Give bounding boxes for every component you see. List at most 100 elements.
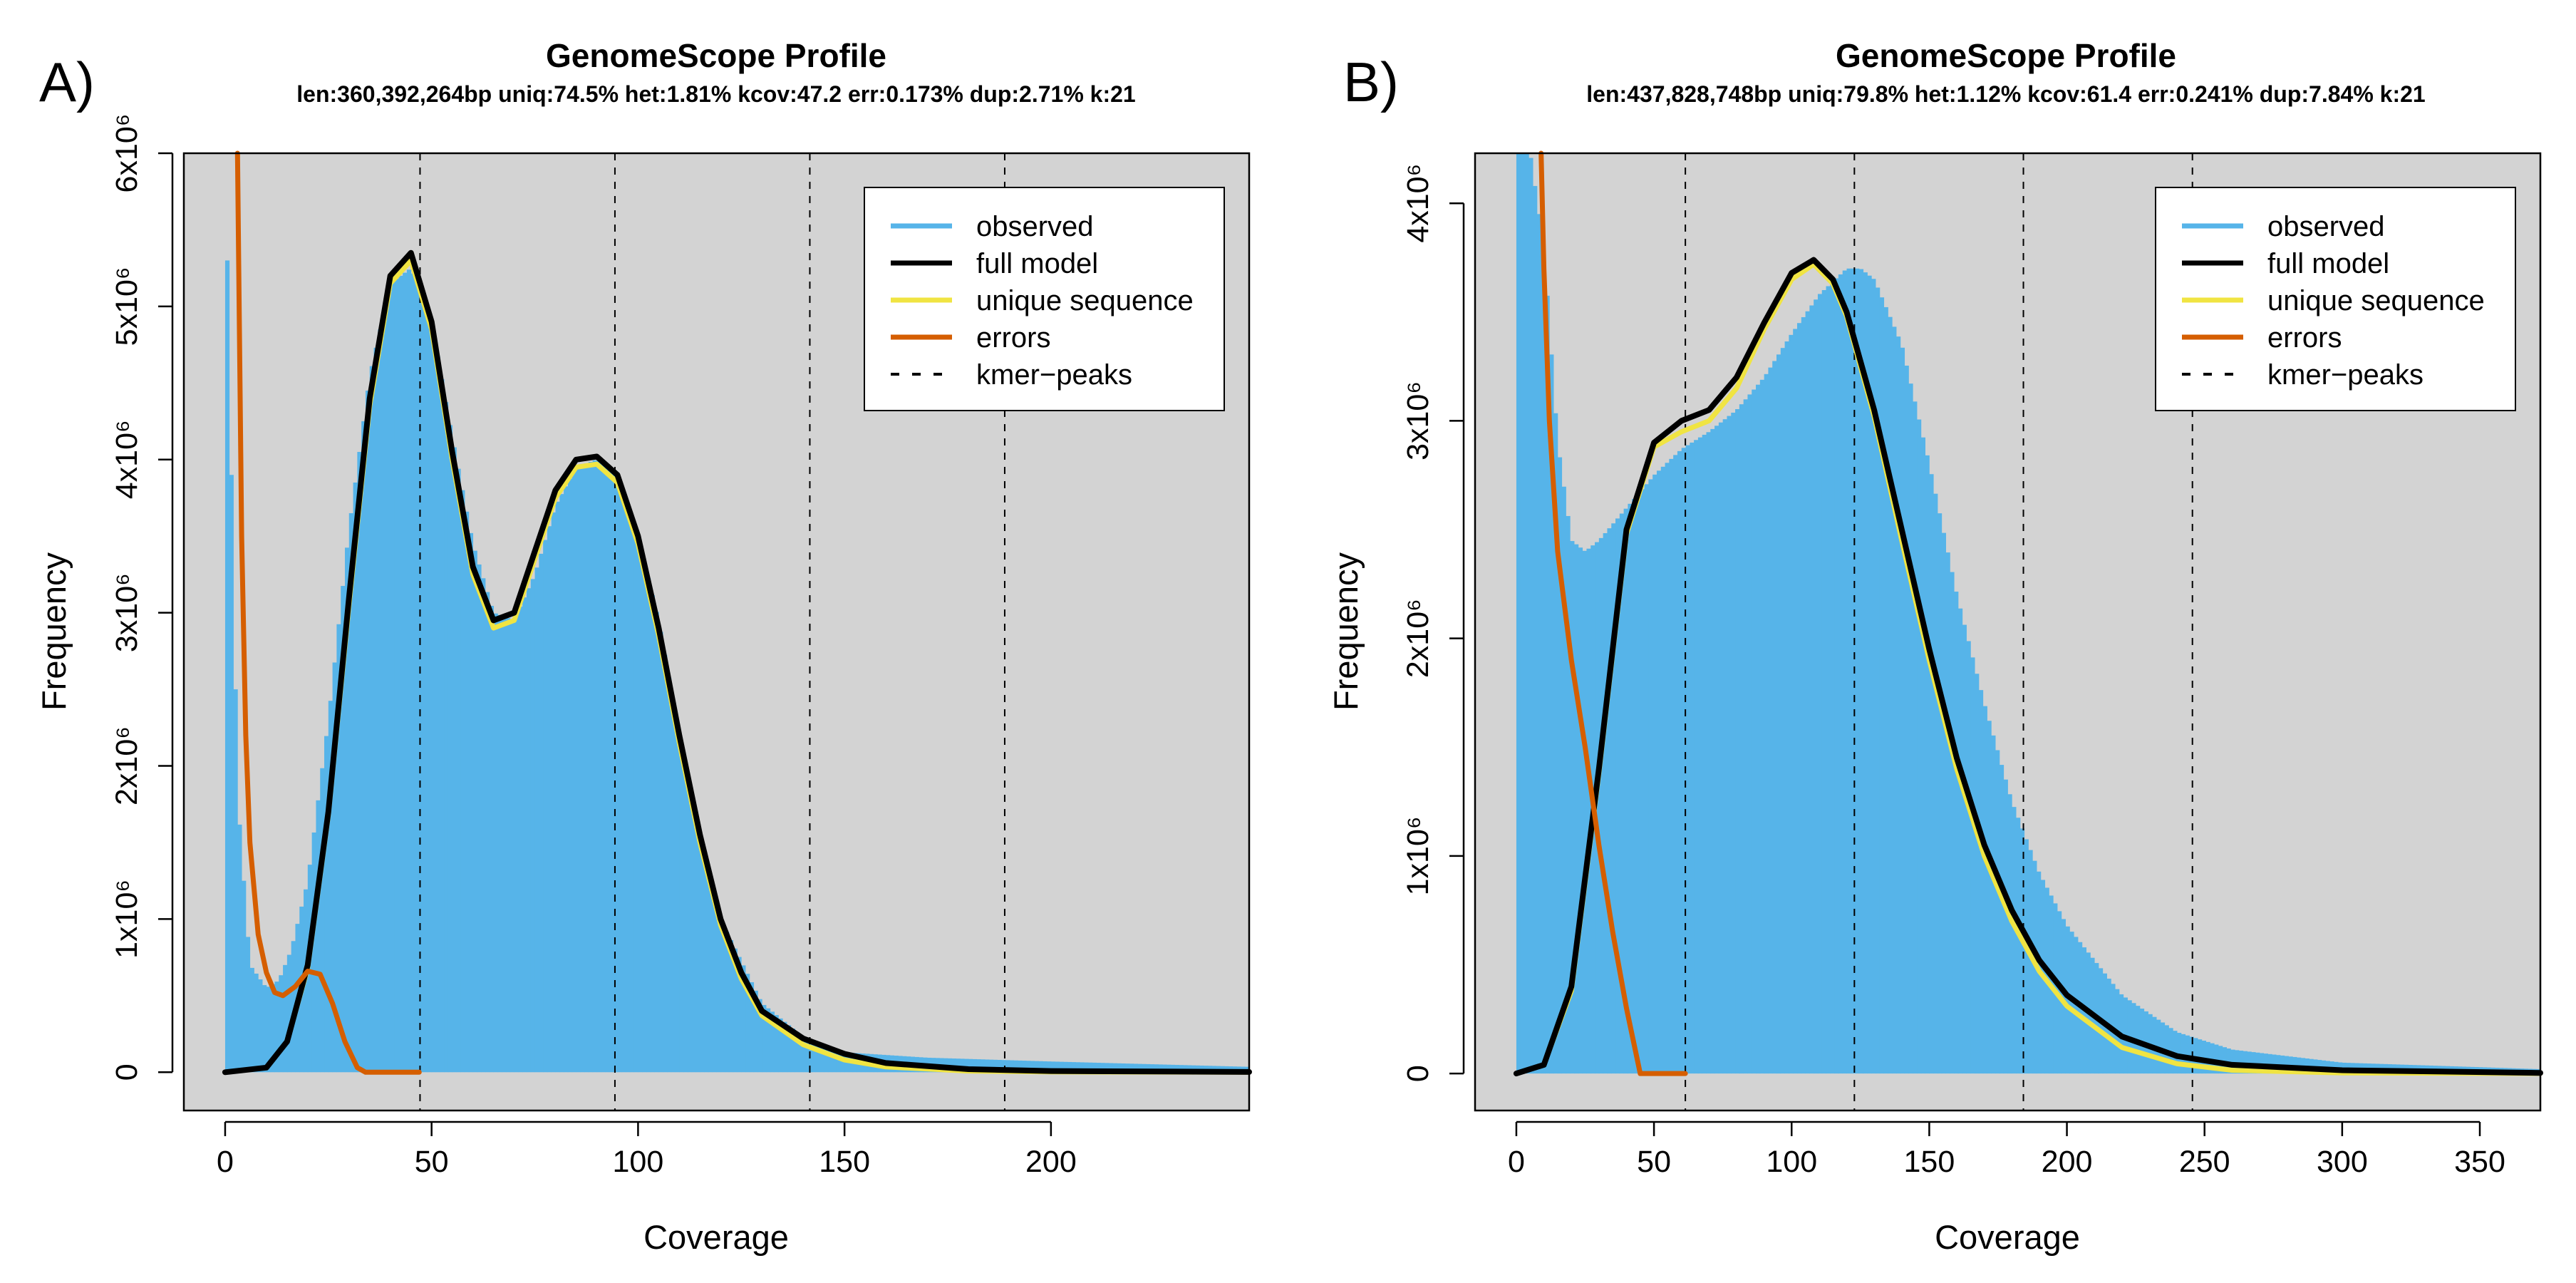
panel-a-subtitle: len:360,392,264bp uniq:74.5% het:1.81% k… [296,81,1135,107]
observed-bar [671,701,676,1073]
observed-bar [1917,419,1922,1074]
observed-bar [1957,608,1963,1074]
observed-bar [1768,367,1773,1074]
observed-bar [1628,503,1633,1074]
observed-bar [1904,365,1909,1074]
observed-bar [1739,404,1744,1074]
observed-bar [811,1041,816,1073]
observed-bar [642,561,647,1073]
observed-bar [1805,311,1810,1074]
observed-bar [509,619,514,1073]
x-tick-label: 100 [613,1145,664,1179]
panel-b-legend-label-errors: errors [2267,322,2342,354]
observed-bar [1018,1060,1023,1073]
observed-bar [419,294,424,1073]
panel-b-legend: observed full model unique sequence erro… [2155,187,2516,411]
observed-bar [2218,1046,2223,1074]
observed-bar [1814,299,1819,1074]
observed-bar [481,578,486,1073]
observed-bar [1080,1062,1085,1073]
observed-bar [1908,383,1913,1074]
observed-bar [2251,1052,2256,1074]
x-tick-label: 300 [2317,1145,2368,1179]
observed-bar [799,1035,804,1073]
observed-bar [1970,657,1975,1074]
panel-a-legend: observed full model unique sequence erro… [864,187,1225,411]
observed-bar [691,805,696,1073]
observed-bar [1566,515,1571,1074]
observed-bar [1830,282,1835,1074]
observed-bar [1541,242,1546,1074]
observed-bar [386,292,391,1073]
observed-bar [365,391,371,1073]
observed-bar [242,880,247,1073]
observed-bar [1167,1064,1171,1073]
observed-bar [1112,1063,1117,1073]
observed-bar [229,475,234,1073]
panel-b-legend-label-observed: observed [2267,211,2385,242]
observed-bar [1652,474,1657,1074]
panel-b-y-axis-label: Frequency [1327,552,1365,711]
observed-bar [543,540,548,1073]
observed-bar [695,825,700,1073]
observed-bar [1900,347,1905,1074]
observed-bar [440,378,445,1073]
observed-bar [964,1058,969,1073]
observed-bar [522,597,527,1073]
observed-bar [1034,1061,1039,1073]
observed-bar [1084,1062,1089,1073]
observed-bar [534,567,539,1073]
observed-bar [757,999,762,1073]
x-tick-label: 200 [1025,1145,1077,1179]
observed-bar [749,982,755,1073]
observed-bar [1137,1063,1142,1073]
observed-bar [638,545,643,1073]
observed-bar [1549,354,1554,1074]
observed-bar [555,501,560,1073]
observed-bar [2061,919,2067,1074]
observed-bar [2222,1047,2228,1074]
observed-bar [1920,437,1925,1074]
observed-bar [592,460,597,1073]
observed-bar [485,592,490,1073]
observed-bar [2177,1033,2182,1074]
observed-bar [782,1021,787,1073]
observed-bar [1125,1063,1130,1073]
observed-bar [258,979,263,1073]
observed-bar [832,1048,837,1073]
observed-bar [382,311,387,1073]
observed-bar [1851,268,1856,1074]
observed-bar [1557,457,1563,1074]
observed-bar [2210,1043,2215,1074]
observed-bar [1665,463,1670,1074]
observed-bar [1937,513,1943,1074]
observed-bar [497,614,502,1073]
panel-b: B) GenomeScope Profile len:437,828,748bp… [1327,37,2543,1256]
observed-bar [1987,721,1992,1074]
observed-bar [1913,401,1918,1074]
observed-bar [956,1058,961,1073]
observed-bar [1954,592,1959,1074]
y-tick-label: 1x10⁶ [110,880,144,959]
observed-bar [336,624,341,1073]
y-tick-label: 5x10⁶ [110,267,144,346]
observed-bar [1105,1063,1109,1073]
observed-bar [1607,528,1612,1074]
x-tick-label: 150 [1904,1145,1955,1179]
observed-bar [1888,316,1893,1074]
x-tick-label: 100 [1766,1145,1817,1179]
observed-bar [270,984,275,1073]
observed-bar [378,329,383,1073]
observed-bar [431,333,436,1073]
observed-bar [2235,1050,2240,1074]
observed-bar [1714,426,1719,1074]
panel-a-legend-label-errors: errors [976,322,1050,354]
observed-bar [2247,1051,2252,1074]
observed-bar [1660,466,1665,1074]
observed-bar [266,986,271,1073]
observed-bar [1722,419,1727,1074]
observed-bar [1780,348,1785,1074]
observed-bar [1793,329,1798,1074]
observed-bar [518,607,523,1073]
observed-bar [1047,1061,1052,1073]
